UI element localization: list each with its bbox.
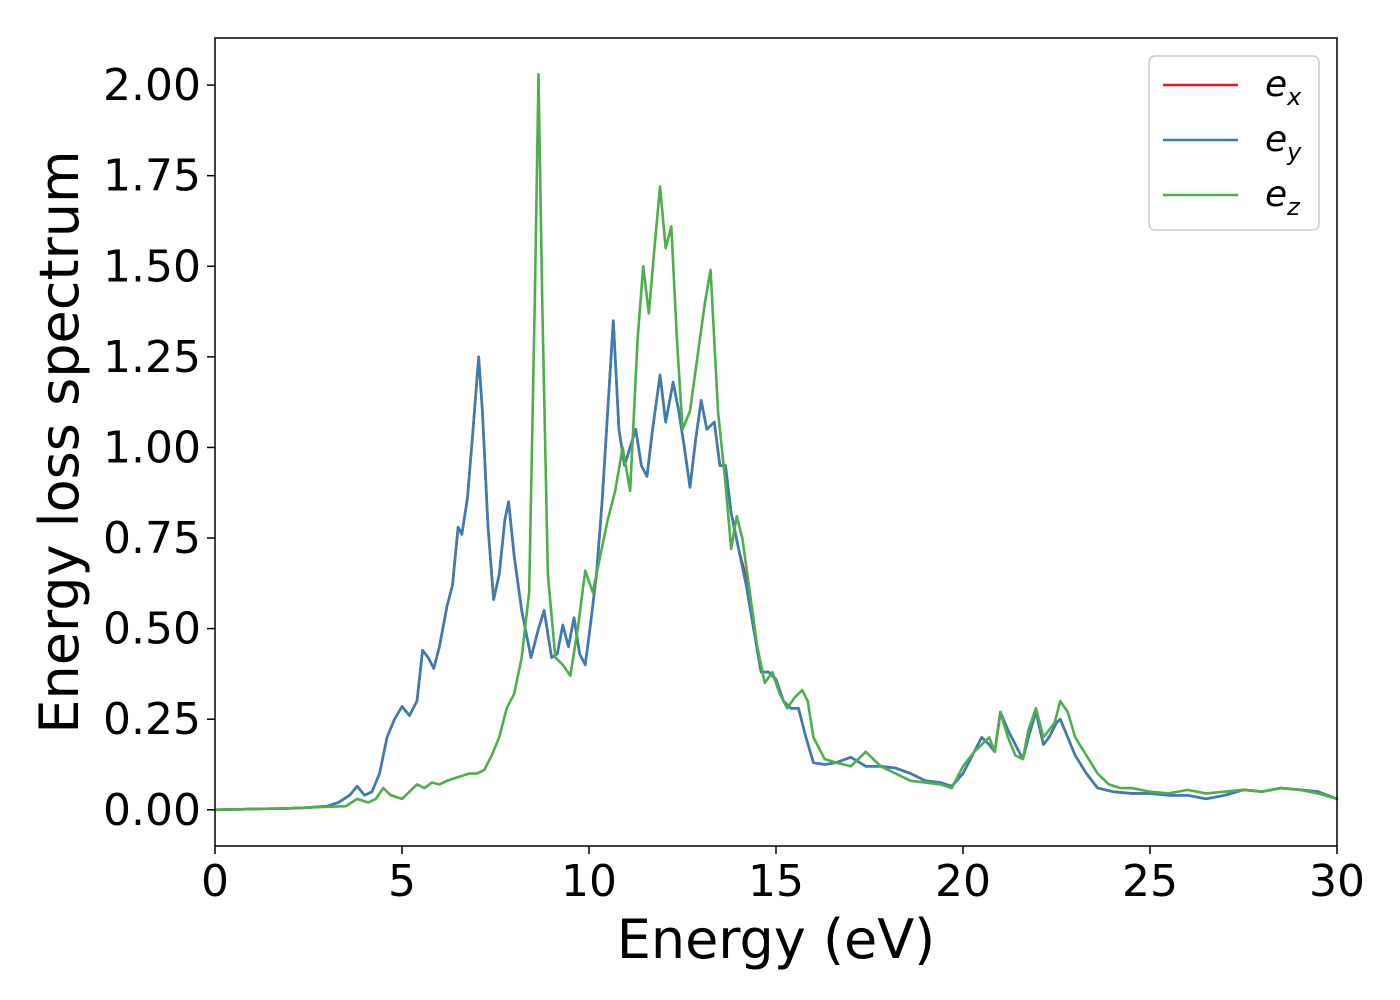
legend-box [1148,55,1320,231]
series-line-ez [213,72,1339,812]
y-tick-label: 1.50 [103,241,201,292]
legend-label-base: e [1265,64,1287,105]
legend-label-ey: ey [1265,119,1302,166]
x-tick-label: 15 [748,856,804,907]
x-tick-label: 20 [935,856,991,907]
y-tick-label: 0.75 [103,513,201,564]
y-tick-label: 2.00 [103,60,201,111]
y-tick-label: 1.25 [103,332,201,383]
legend-label-subscript: y [1286,138,1302,166]
y-tick-label: 1.75 [103,151,201,202]
y-tick-label: 0.25 [103,694,201,745]
y-tick-label: 1.00 [103,422,201,473]
y-axis-ticks: 0.00 0.25 0.50 0.75 1.00 1.25 1.50 1.75 2.00 [103,60,215,836]
y-axis-label: Energy loss spectrum [28,150,91,733]
x-tick-label: 10 [561,856,617,907]
series-layer [213,72,1339,812]
legend-label-base: e [1265,119,1287,160]
legend-label-base: e [1265,174,1287,215]
y-tick-label: 0.50 [103,604,201,655]
legend-label-subscript: x [1286,83,1302,111]
legend-label-ex: ex [1265,64,1302,111]
legend-label-ez: ez [1265,174,1301,221]
x-axis-ticks: 0 5 10 15 20 25 30 [201,846,1365,907]
series-line-ex [213,319,1339,812]
legend-label-subscript: z [1286,193,1301,221]
y-tick-label: 0.00 [103,785,201,836]
series-line-ey [213,319,1339,812]
x-tick-label: 25 [1122,856,1178,907]
x-tick-label: 0 [201,856,229,907]
x-axis-label: Energy (eV) [617,908,936,971]
x-tick-label: 5 [388,856,416,907]
x-tick-label: 30 [1309,856,1365,907]
